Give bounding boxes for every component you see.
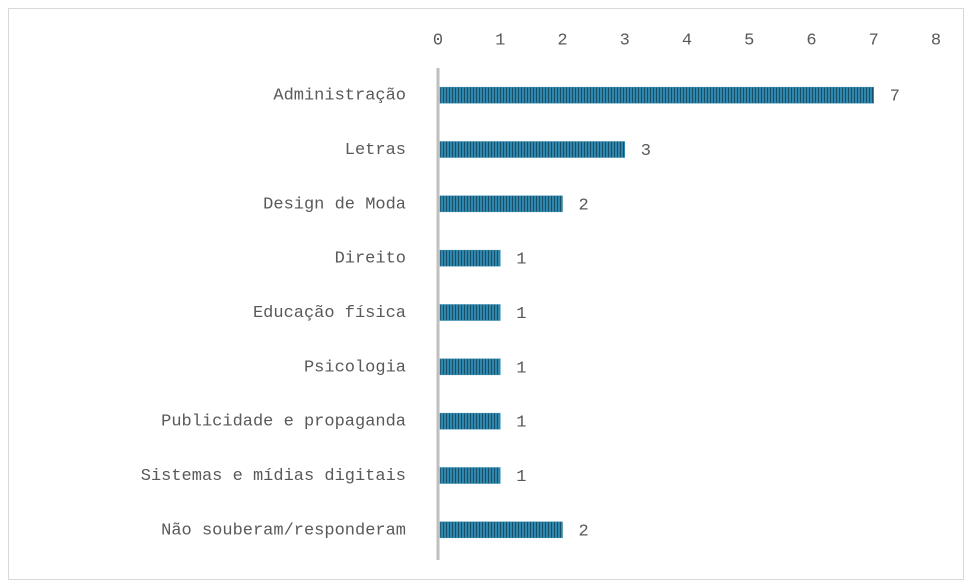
data-label: 3 <box>641 142 651 161</box>
bar <box>439 304 501 321</box>
y-tick-label: Sistemas e mídias digitais <box>141 467 406 486</box>
x-tick-label: 8 <box>931 31 941 50</box>
x-tick-label: 6 <box>806 31 816 50</box>
y-tick-label: Psicologia <box>304 358 406 377</box>
y-tick-label: Design de Moda <box>263 195 406 214</box>
data-label: 1 <box>516 414 526 433</box>
chart-border <box>8 8 964 580</box>
x-tick-label: 0 <box>433 31 443 50</box>
y-tick-label: Educação física <box>253 304 406 323</box>
bar <box>439 141 625 158</box>
bar <box>439 195 563 213</box>
x-tick-label: 7 <box>869 31 879 50</box>
bar <box>439 249 501 267</box>
data-label: 2 <box>579 522 589 541</box>
y-tick-label: Administração <box>273 87 406 106</box>
x-tick-label: 4 <box>682 31 692 50</box>
data-label: 2 <box>579 196 589 215</box>
data-label: 1 <box>516 305 526 324</box>
bar <box>439 467 501 484</box>
data-label: 7 <box>890 88 900 107</box>
x-tick-label: 5 <box>744 31 754 50</box>
data-label: 1 <box>516 251 526 270</box>
y-tick-label: Direito <box>335 250 406 269</box>
y-tick-label: Não souberam/responderam <box>161 521 406 540</box>
bar <box>439 358 501 376</box>
data-label: 1 <box>516 359 526 378</box>
data-label: 1 <box>516 468 526 487</box>
bar <box>439 521 563 539</box>
x-tick-label: 2 <box>557 31 567 50</box>
bar <box>439 86 874 104</box>
y-tick-label: Letras <box>345 141 406 160</box>
x-tick-label: 3 <box>620 31 630 50</box>
x-tick-label: 1 <box>495 31 505 50</box>
y-tick-label: Publicidade e propaganda <box>161 413 406 432</box>
bar <box>439 412 501 430</box>
